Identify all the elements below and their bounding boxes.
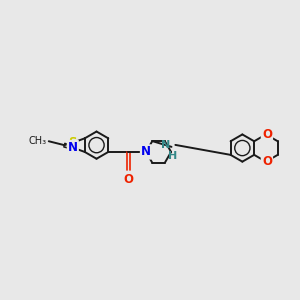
Text: O: O [123,172,134,185]
Text: N: N [68,141,78,154]
Text: N: N [141,146,151,158]
Text: O: O [262,128,272,141]
Text: H: H [168,151,177,161]
Text: S: S [68,136,76,149]
Text: N: N [161,140,170,150]
Text: CH₃: CH₃ [29,136,47,146]
Text: O: O [262,155,272,168]
